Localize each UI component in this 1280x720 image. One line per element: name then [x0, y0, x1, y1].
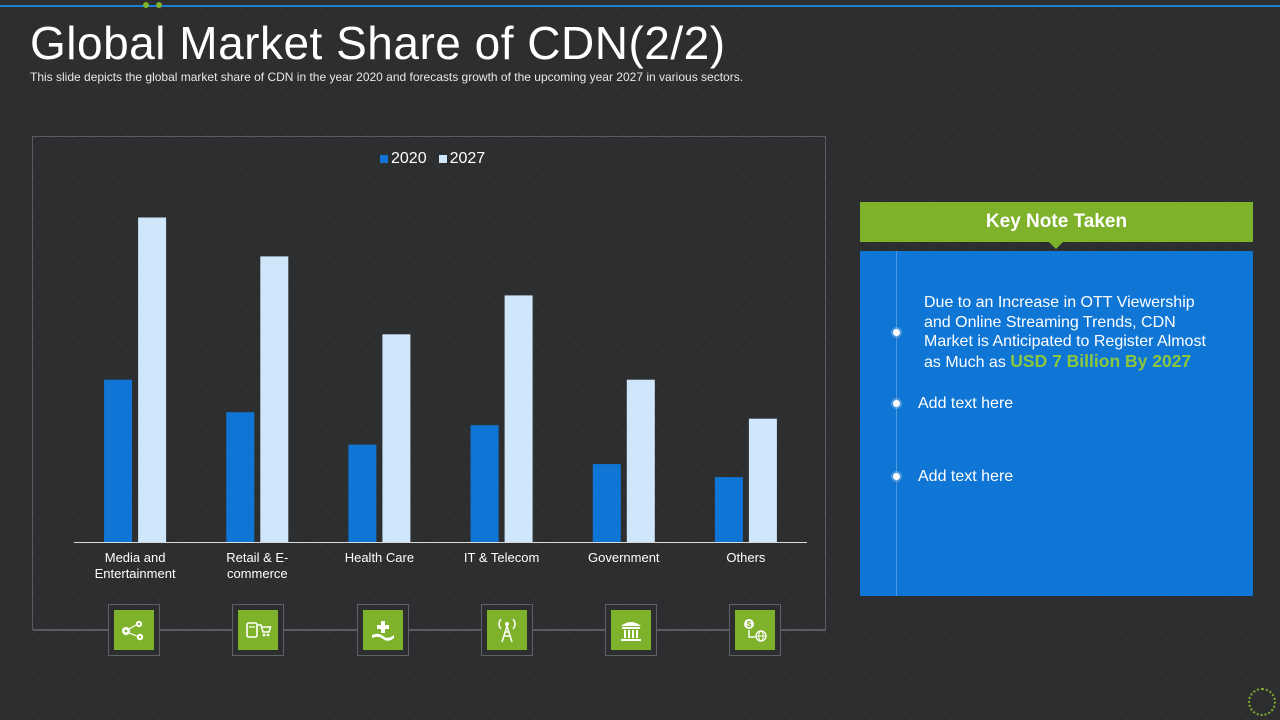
- top-accent-line: [0, 5, 1280, 7]
- government-building-icon: [611, 610, 651, 650]
- bar-2020: [470, 425, 499, 542]
- bar-2027: [504, 295, 533, 542]
- people-network-icon: [114, 610, 154, 650]
- legend-item-2020: 2020: [380, 150, 427, 168]
- category-label: Entertainment: [95, 566, 176, 581]
- bullet-dot: [893, 329, 900, 336]
- key-note-panel: [860, 251, 1253, 596]
- svg-text:$: $: [747, 620, 752, 629]
- chart-panel: [32, 136, 826, 630]
- legend-swatch-2027: [438, 155, 447, 163]
- bar-2027: [138, 217, 167, 542]
- bar-2020: [226, 412, 255, 542]
- key-note-point-2: Add text here: [918, 395, 1014, 412]
- bar-2027: [626, 379, 655, 542]
- key-note-line: as Much as USD 7 Billion By 2027: [924, 350, 1244, 373]
- category-label: commerce: [227, 566, 288, 581]
- category-label: Government: [588, 550, 660, 565]
- key-note-point-1: Due to an Increase in OTT Viewership and…: [924, 293, 1244, 372]
- key-note-line: and Online Streaming Trends, CDN: [924, 313, 1176, 331]
- legend-swatch-2020: [380, 155, 388, 163]
- bar-2020: [104, 379, 133, 542]
- bar-2027: [260, 256, 289, 542]
- chart-legend: 2020 2027: [380, 150, 485, 168]
- bar-2020: [714, 477, 743, 542]
- slide-title: Global Market Share of CDN(2/2): [30, 17, 726, 69]
- top-accent-dot: [143, 2, 149, 8]
- category-label: Media and: [105, 550, 166, 565]
- bullet-dot: [893, 400, 900, 407]
- key-note-line: Market is Anticipated to Register Almost: [924, 333, 1206, 350]
- sector-icon-box: [357, 604, 409, 656]
- healthcare-hands-icon: [363, 610, 403, 650]
- category-label: Others: [726, 550, 766, 565]
- category-label: IT & Telecom: [464, 550, 539, 565]
- shopping-cart-icon: [238, 610, 278, 650]
- category-label: Health Care: [345, 550, 414, 565]
- key-note-line: Due to an Increase in OTT Viewership: [924, 294, 1195, 311]
- sector-icon-box: [232, 604, 284, 656]
- sector-icon-box: $: [729, 604, 781, 656]
- bar-2020: [348, 444, 377, 542]
- key-note-timeline: [896, 251, 897, 596]
- telecom-tower-icon: [487, 610, 527, 650]
- bar-2020: [592, 464, 621, 542]
- money-globe-icon: $: [735, 610, 775, 650]
- key-note-prefix: as Much as: [924, 353, 1011, 371]
- sector-icon-box: [108, 604, 160, 656]
- legend-label-2020: 2020: [391, 150, 427, 167]
- sector-icon-box: [605, 604, 657, 656]
- key-note-highlight: USD 7 Billion By 2027: [1010, 350, 1192, 371]
- bar-2027: [748, 418, 777, 542]
- key-note-point-3: Add text here: [918, 468, 1014, 485]
- corner-decoration: [1248, 688, 1276, 716]
- slide-subtitle: This slide depicts the global market sha…: [30, 70, 744, 84]
- bullet-dot: [893, 473, 900, 480]
- key-note-header-arrow: [1049, 242, 1063, 249]
- category-label: Retail & E-: [226, 550, 288, 565]
- legend-label-2027: 2027: [449, 150, 486, 167]
- top-accent-dot: [156, 2, 162, 8]
- legend-item-2027: 2027: [438, 150, 486, 168]
- sector-icon-box: [481, 604, 533, 656]
- bar-2027: [382, 334, 411, 542]
- key-note-header: Key Note Taken: [860, 202, 1253, 242]
